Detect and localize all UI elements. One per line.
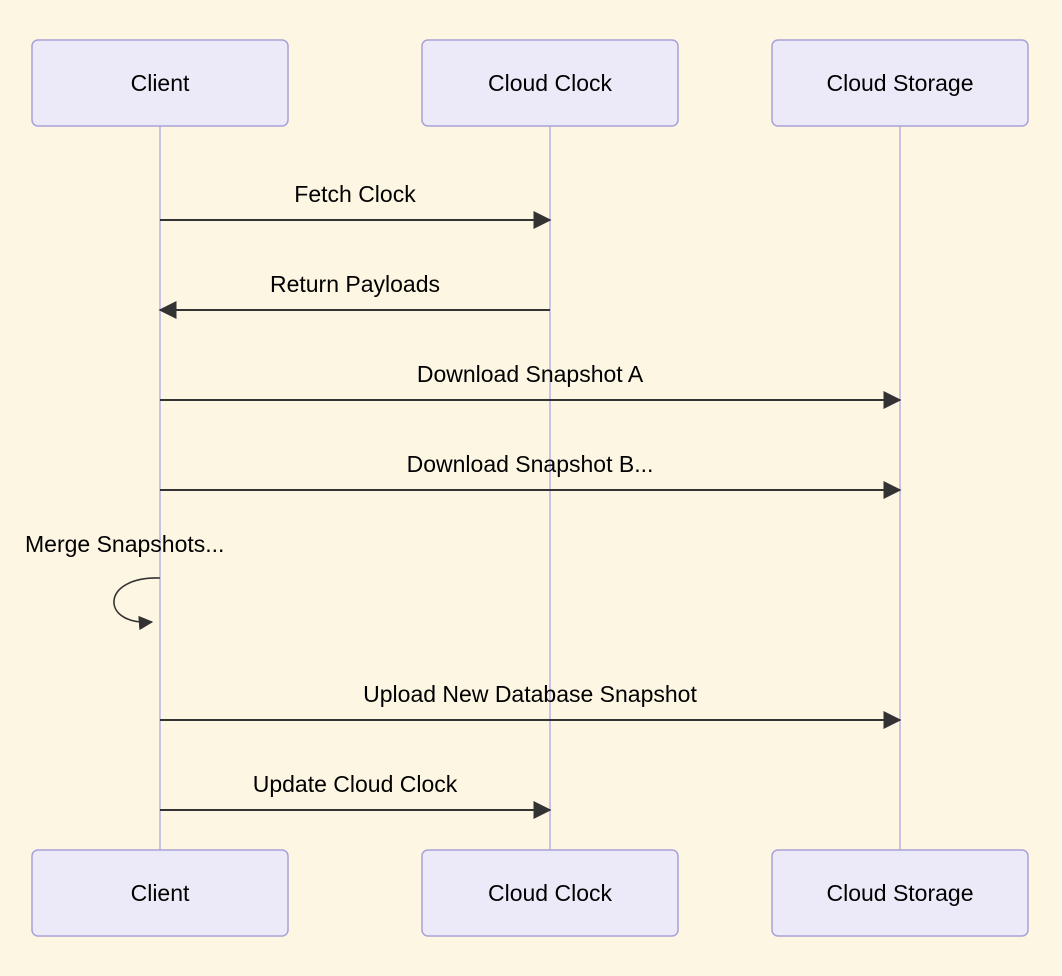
- participant-box-storage: Cloud Storage: [772, 850, 1028, 936]
- participant-box-client: Client: [32, 850, 288, 936]
- participant-label: Cloud Storage: [826, 880, 973, 906]
- message-label: Download Snapshot B...: [407, 451, 654, 477]
- participant-label: Cloud Storage: [826, 70, 973, 96]
- message-label: Upload New Database Snapshot: [363, 681, 697, 707]
- participant-box-clock: Cloud Clock: [422, 850, 678, 936]
- participant-label: Client: [131, 880, 190, 906]
- participant-label: Client: [131, 70, 190, 96]
- participant-label: Cloud Clock: [488, 70, 612, 96]
- participant-box-storage: Cloud Storage: [772, 40, 1028, 126]
- participant-box-clock: Cloud Clock: [422, 40, 678, 126]
- participant-label: Cloud Clock: [488, 880, 612, 906]
- message-label: Merge Snapshots...: [25, 531, 224, 557]
- participant-box-client: Client: [32, 40, 288, 126]
- message-label: Fetch Clock: [294, 181, 416, 207]
- message-label: Download Snapshot A: [417, 361, 644, 387]
- message-label: Return Payloads: [270, 271, 440, 297]
- message-label: Update Cloud Clock: [253, 771, 458, 797]
